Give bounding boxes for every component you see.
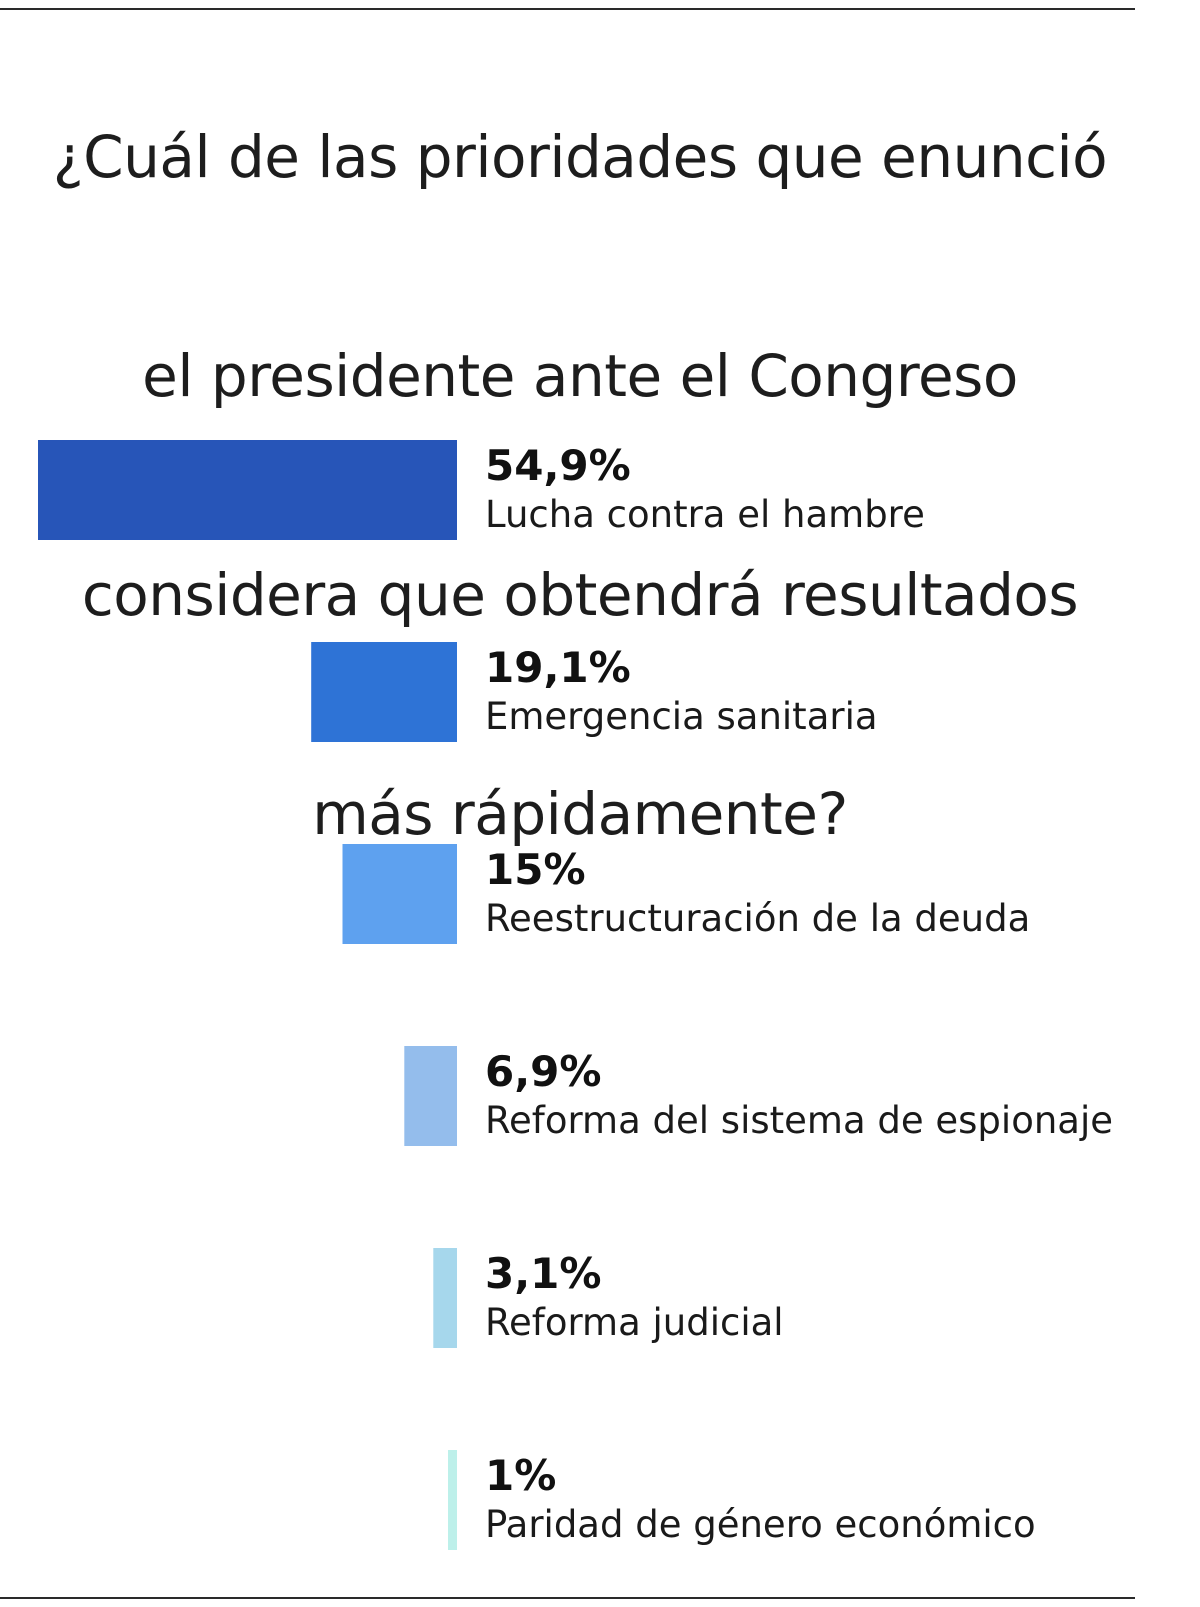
category-label-reforma-del-sistema-de-espionaje: Reforma del sistema de espionaje xyxy=(485,1099,1113,1142)
category-label-lucha-contra-el-hambre: Lucha contra el hambre xyxy=(485,493,925,536)
value-label-paridad-de-genero-economico: 1% xyxy=(485,1451,556,1500)
category-label-reforma-judicial: Reforma judicial xyxy=(485,1301,784,1344)
value-label-emergencia-sanitaria: 19,1% xyxy=(485,643,631,692)
bar-reforma-judicial xyxy=(433,1248,457,1348)
bar-row-lucha-contra-el-hambre: 54,9%Lucha contra el hambre xyxy=(38,440,925,540)
value-label-reforma-del-sistema-de-espionaje: 6,9% xyxy=(485,1047,601,1096)
bottom-rule xyxy=(0,1597,1135,1599)
bar-lucha-contra-el-hambre xyxy=(38,440,457,540)
bar-reforma-del-sistema-de-espionaje xyxy=(404,1046,457,1146)
category-label-emergencia-sanitaria: Emergencia sanitaria xyxy=(485,695,878,738)
bar-paridad-de-genero-economico xyxy=(448,1450,457,1550)
bar-chart: 54,9%Lucha contra el hambre 19,1%Emergenc… xyxy=(38,440,1113,1550)
category-label-paridad-de-genero-economico: Paridad de género económico xyxy=(485,1503,1036,1546)
value-label-reestructuracion-de-la-deuda: 15% xyxy=(485,845,586,894)
bar-row-paridad-de-genero-economico: 1%Paridad de género económico xyxy=(448,1450,1036,1550)
bar-row-reforma-judicial: 3,1%Reforma judicial xyxy=(433,1248,784,1348)
bar-row-reforma-del-sistema-de-espionaje: 6,9%Reforma del sistema de espionaje xyxy=(404,1046,1113,1146)
title-line-1: ¿Cuál de las prioridades que enunció xyxy=(52,123,1108,191)
title-line-4: más rápidamente? xyxy=(312,780,848,848)
bar-emergencia-sanitaria xyxy=(311,642,457,742)
bar-reestructuracion-de-la-deuda xyxy=(342,844,457,944)
bar-row-emergencia-sanitaria: 19,1%Emergencia sanitaria xyxy=(311,642,878,742)
value-label-reforma-judicial: 3,1% xyxy=(485,1249,601,1298)
title-line-3: considera que obtendrá resultados xyxy=(81,561,1079,629)
top-rule xyxy=(0,8,1135,10)
value-label-lucha-contra-el-hambre: 54,9% xyxy=(485,441,631,490)
title-line-2: el presidente ante el Congreso xyxy=(142,342,1018,410)
chart-title: ¿Cuál de las prioridades que enunció el … xyxy=(0,48,1160,851)
category-label-reestructuracion-de-la-deuda: Reestructuración de la deuda xyxy=(485,897,1030,940)
bar-row-reestructuracion-de-la-deuda: 15%Reestructuración de la deuda xyxy=(342,844,1030,944)
